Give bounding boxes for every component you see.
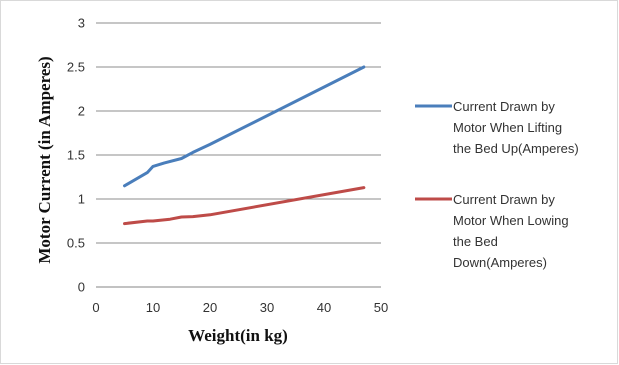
- x-tick-label: 40: [317, 300, 331, 315]
- series-lines: [123, 65, 366, 226]
- y-tick-label: 1: [78, 192, 85, 207]
- x-tick-label: 0: [92, 300, 99, 315]
- y-tick-label: 2.5: [67, 60, 85, 75]
- x-axis-title: Weight(in kg): [188, 326, 288, 345]
- x-axis-ticks: 0 10 20 30 40 50: [92, 300, 388, 315]
- series-line-1: [123, 65, 366, 188]
- x-tick-label: 20: [203, 300, 217, 315]
- legend: Current Drawn by Motor When Lifting the Be…: [415, 99, 579, 270]
- x-tick-label: 50: [374, 300, 388, 315]
- y-tick-label: 0.5: [67, 236, 85, 251]
- y-axis-title: Motor Current (in Amperes): [35, 56, 54, 263]
- legend-label-1: Current Drawn by Motor When Lifting the Be…: [453, 99, 579, 156]
- x-tick-label: 10: [146, 300, 160, 315]
- series-line-2: [123, 186, 366, 226]
- y-tick-label: 1.5: [67, 148, 85, 163]
- y-tick-label: 3: [78, 16, 85, 31]
- y-axis-ticks: 0 0.5 1 1.5 2 2.5 3: [67, 16, 85, 295]
- x-tick-label: 30: [260, 300, 274, 315]
- legend-label-2: Current Drawn by Motor When Lowing the Bed…: [453, 192, 569, 270]
- y-tick-label: 2: [78, 104, 85, 119]
- gridlines: [96, 22, 381, 288]
- y-tick-label: 0: [78, 280, 85, 295]
